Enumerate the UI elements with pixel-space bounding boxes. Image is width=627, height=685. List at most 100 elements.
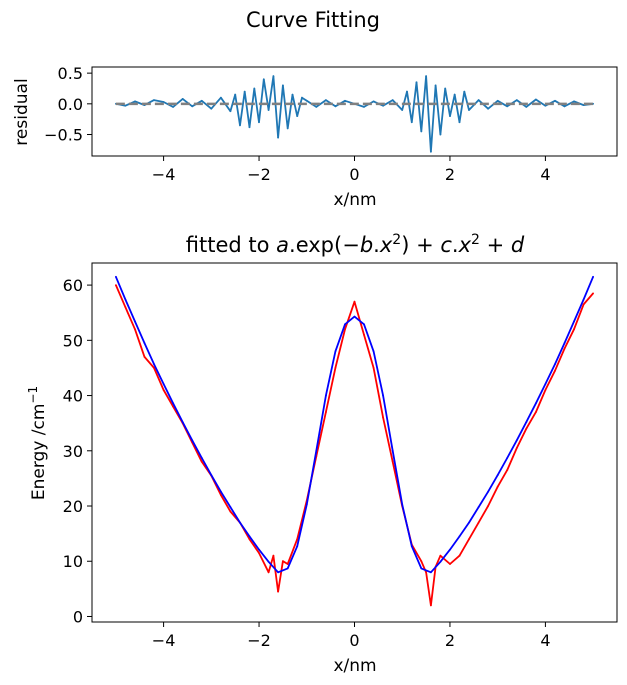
- residual-data-point: [272, 75, 275, 78]
- residual-axes-frame: [91, 66, 618, 157]
- residual-data-point: [363, 106, 365, 108]
- fit-data-point: [191, 439, 194, 442]
- fit-data-point: [267, 560, 270, 563]
- fit-series-line-1: [115, 276, 594, 574]
- residual-data-point: [248, 126, 251, 129]
- fit-data-point: [573, 328, 575, 331]
- fit-data-point: [477, 521, 480, 524]
- fit-data-point: [162, 389, 165, 391]
- fit-data-point: [200, 457, 203, 459]
- title-part: exp: [296, 233, 334, 257]
- residual-data-point: [267, 109, 270, 111]
- residual-series-line-0: [115, 75, 594, 153]
- fit-data-point: [382, 394, 384, 397]
- fit-data-point: [296, 538, 299, 541]
- fit-data-point: [286, 567, 289, 570]
- residual-data-point: [563, 105, 566, 108]
- fit-x-ticks: −4 −2 0 2 4: [152, 622, 551, 650]
- residual-data-point: [315, 106, 318, 108]
- fit-data-point: [143, 356, 146, 358]
- fit-y-tick-label: 30: [63, 442, 83, 461]
- residual-data-point: [282, 84, 284, 87]
- fit-data-point: [210, 474, 213, 476]
- fit-data-point: [430, 604, 432, 607]
- title-part: fitted to: [186, 233, 276, 257]
- fit-y-tick-label: 0: [73, 607, 83, 626]
- fit-data-point: [477, 506, 480, 508]
- residual-data-point: [382, 104, 384, 107]
- fit-data-point: [272, 554, 275, 557]
- fit-data-point: [468, 538, 470, 541]
- fit-data-point: [487, 490, 489, 493]
- fit-x-tick-label: 4: [540, 631, 550, 650]
- fit-data-point: [582, 298, 585, 301]
- fit-data-point: [229, 510, 232, 513]
- residual-data-point: [296, 115, 299, 117]
- fit-chart-title: fitted to a.exp(−b.x2) + c.x2 + d: [186, 232, 525, 257]
- page-title: Curve Fitting: [246, 8, 380, 32]
- fit-data-point: [391, 449, 394, 452]
- residual-data-point: [439, 133, 442, 136]
- fit-data-point: [334, 367, 337, 369]
- fit-data-point: [439, 554, 442, 557]
- residual-data-point: [477, 99, 480, 101]
- fit-x-axis-label: x/nm: [333, 656, 376, 676]
- title-part: (−: [334, 233, 360, 257]
- fit-data-point: [220, 494, 222, 496]
- fit-data-point: [372, 367, 375, 369]
- residual-data-point: [544, 104, 547, 107]
- residual-y-tick-label: 0.0: [58, 95, 83, 114]
- fit-data-point: [496, 474, 499, 476]
- fit-data-point: [363, 333, 365, 336]
- fit-data-point: [458, 554, 461, 557]
- fit-data-point: [258, 548, 260, 551]
- residual-y-ticks: 0.5 0.0 −0.5: [44, 64, 92, 145]
- fit-data-point: [487, 505, 489, 507]
- fit-y-tick-label: 20: [63, 497, 83, 516]
- residual-data-point: [487, 107, 489, 110]
- fit-data-point: [449, 563, 451, 565]
- residual-data-point: [210, 107, 213, 110]
- residual-data-point: [554, 99, 556, 102]
- residual-data-point: [172, 106, 175, 108]
- fit-data-point: [506, 469, 509, 471]
- residual-data-point: [344, 99, 346, 102]
- fit-data-point: [153, 367, 155, 369]
- fit-y-tick-label: 40: [63, 387, 83, 406]
- fit-data-point: [353, 300, 356, 303]
- fit-data-point: [554, 363, 556, 365]
- fit-data-point: [525, 427, 528, 430]
- title-part: 2: [471, 232, 480, 248]
- fit-data-point: [286, 563, 289, 565]
- fit-data-point: [239, 521, 241, 524]
- fit-data-point: [258, 552, 260, 554]
- fit-data-point: [563, 342, 566, 344]
- fit-x-tick-label: 0: [349, 631, 359, 650]
- residual-x-tick-label: 2: [445, 165, 455, 184]
- residual-data-point: [458, 121, 461, 124]
- fit-data-point: [592, 292, 594, 295]
- title-part: .: [373, 233, 380, 257]
- fit-data-point: [515, 447, 518, 449]
- fit-data-point: [143, 342, 146, 344]
- residual-data-point: [496, 99, 499, 102]
- residual-data-point: [463, 90, 466, 93]
- fit-data-point: [153, 363, 155, 365]
- residual-data-point: [301, 96, 303, 99]
- residual-data-point: [444, 87, 447, 90]
- residual-data-point: [277, 136, 279, 139]
- title-part: ) +: [401, 233, 440, 257]
- fit-data-point: [425, 571, 427, 574]
- title-part: b: [360, 233, 373, 257]
- fit-data-point: [420, 567, 423, 570]
- fit-data-point: [573, 320, 575, 323]
- residual-data-point: [453, 93, 456, 96]
- fit-data-point: [325, 411, 327, 413]
- residual-data-point: [434, 84, 437, 87]
- residual-data-point: [515, 99, 518, 101]
- residual-panel: −4 −2 0 2 4 0.5 0.0 −0.5 x/nm residual: [12, 64, 618, 210]
- fit-data-point: [372, 350, 375, 353]
- fit-data-point: [282, 560, 284, 563]
- residual-data-point: [305, 99, 308, 102]
